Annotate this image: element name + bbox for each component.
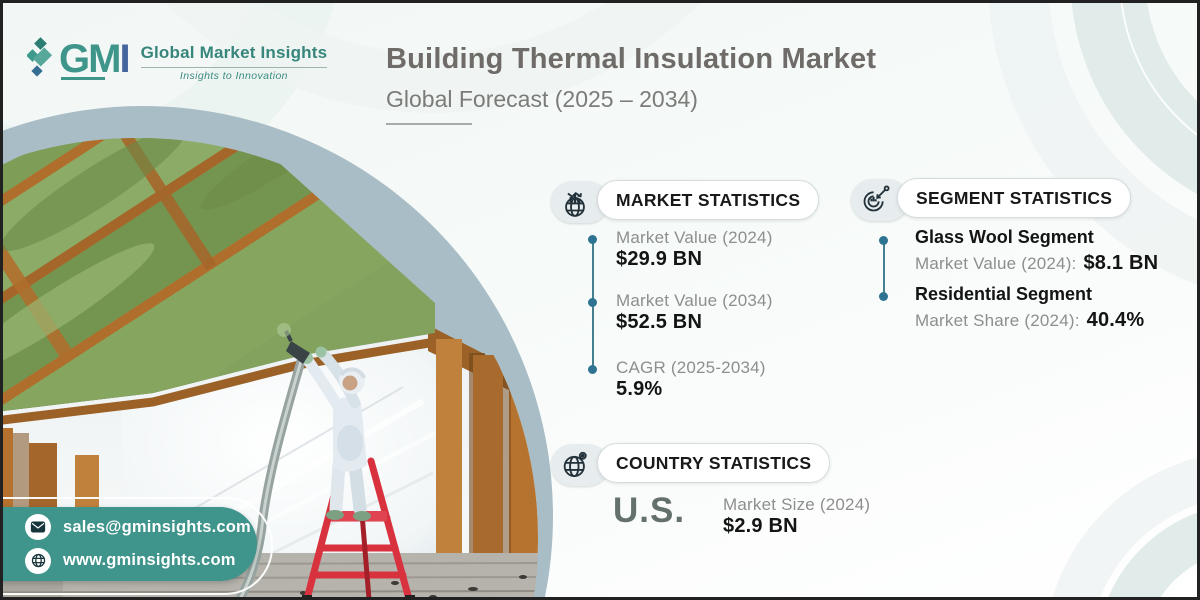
- gmi-logo: GMI Global Market Insights Insights to I…: [27, 37, 328, 87]
- segment-stat-item: Residential Segment Market Share (2024):…: [915, 284, 1144, 332]
- stat-value: $2.9 BN: [723, 515, 798, 537]
- market-stat-bullet: [588, 298, 597, 307]
- globe-location-pin-icon: [563, 451, 587, 477]
- gmi-logo-diamonds-icon: [27, 37, 53, 77]
- header: Building Thermal Insulation Market Globa…: [386, 43, 986, 125]
- segment-stat-bullet: [879, 292, 888, 301]
- market-statistics-header: MARKET STATISTICS: [551, 180, 821, 223]
- market-statistics-heading: MARKET STATISTICS: [597, 180, 820, 220]
- stat-label: CAGR (2025-2034): [616, 358, 766, 377]
- segment-stat-item: Glass Wool Segment Market Value (2024): …: [915, 227, 1158, 275]
- segment-statistics-header: SEGMENT STATISTICS: [851, 178, 1132, 221]
- email-icon: [25, 514, 51, 541]
- page-title: Building Thermal Insulation Market: [386, 43, 877, 75]
- segment-title: Glass Wool Segment: [915, 227, 1094, 247]
- contact-bar: sales@gminsights.com www.gminsights.com: [3, 507, 257, 581]
- globe-growth-chart-icon: [565, 192, 585, 217]
- stat-label: Market Value (2024): [616, 228, 773, 247]
- pie-chart-arrow-icon: [863, 185, 890, 212]
- stat-value: $52.5 BN: [616, 311, 703, 333]
- market-stat-bullet: [588, 235, 597, 244]
- segment-stat-bullet: [879, 236, 888, 245]
- stat-value: 5.9%: [616, 378, 663, 400]
- contact-bar-outline: [3, 497, 273, 595]
- website-globe-icon: [25, 547, 51, 574]
- brand-tagline: Insights to Innovation: [140, 67, 328, 82]
- segment-statistics-heading: SEGMENT STATISTICS: [897, 178, 1132, 218]
- gmi-logo-underline: [61, 77, 105, 80]
- contact-email-text: sales@gminsights.com: [63, 517, 251, 536]
- stat-label: Market Value (2024):: [915, 254, 1077, 273]
- market-stat-item: Market Value (2034) $52.5 BN: [616, 291, 773, 334]
- segment-title: Residential Segment: [915, 284, 1093, 304]
- stat-value: $8.1 BN: [1083, 252, 1159, 274]
- contact-website-link[interactable]: www.gminsights.com: [25, 547, 257, 574]
- market-stat-item: Market Value (2024) $29.9 BN: [616, 228, 773, 271]
- country-statistics-header: COUNTRY STATISTICS: [551, 443, 831, 486]
- segment-stats-connector: [883, 243, 885, 298]
- country-statistics-heading: COUNTRY STATISTICS: [597, 443, 831, 483]
- country-stat-item: Market Size (2024) $2.9 BN: [723, 495, 870, 538]
- market-stat-item: CAGR (2025-2034) 5.9%: [616, 358, 766, 401]
- subtitle-underline: [386, 123, 472, 125]
- country-name: U.S.: [613, 491, 686, 530]
- stat-value: $29.9 BN: [616, 248, 703, 270]
- contact-website-text: www.gminsights.com: [63, 551, 236, 570]
- stat-label: Market Size (2024): [723, 495, 871, 514]
- brand-name: Global Market Insights: [140, 43, 328, 62]
- market-stat-bullet: [588, 365, 597, 374]
- gmi-logo-letters: GMI: [59, 37, 131, 81]
- stat-label: Market Value (2034): [616, 291, 773, 310]
- stat-value: 40.4%: [1086, 309, 1145, 331]
- stat-label: Market Share (2024):: [915, 311, 1080, 330]
- contact-email-link[interactable]: sales@gminsights.com: [25, 514, 257, 541]
- page-subtitle: Global Forecast (2025 – 2034): [386, 86, 698, 112]
